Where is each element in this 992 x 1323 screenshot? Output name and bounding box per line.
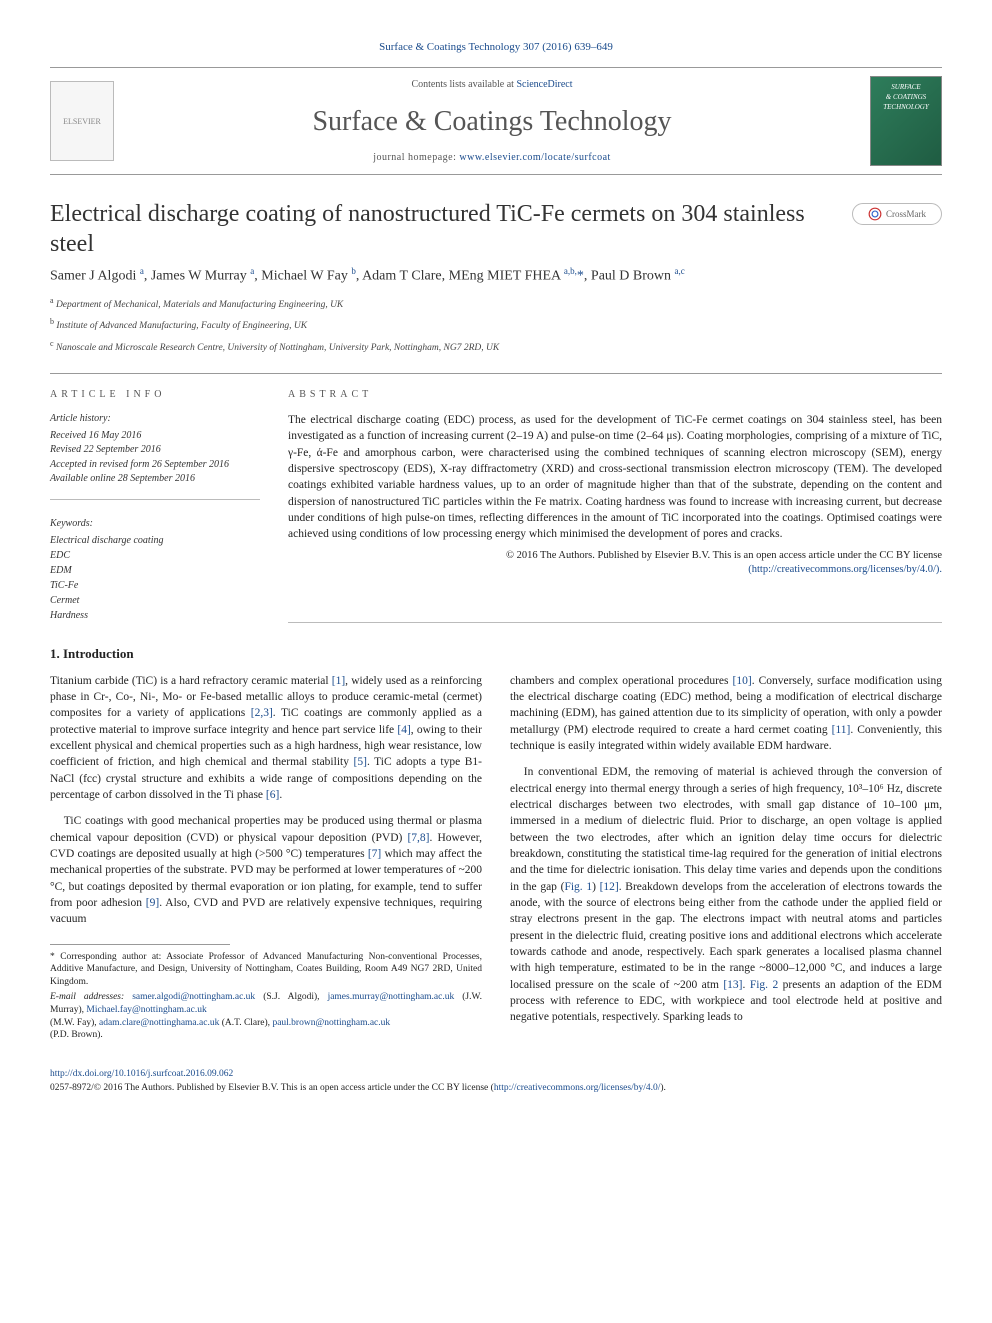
homepage-link[interactable]: www.elsevier.com/locate/surfcoat — [459, 152, 610, 163]
doi-link[interactable]: http://dx.doi.org/10.1016/j.surfcoat.201… — [50, 1069, 233, 1079]
footnote-rule — [50, 944, 230, 945]
journal-title: Surface & Coatings Technology — [130, 102, 854, 141]
journal-homepage: journal homepage: www.elsevier.com/locat… — [130, 151, 854, 165]
article-history: Article history: Received 16 May 2016 Re… — [50, 412, 260, 500]
section-1-title: 1. Introduction — [50, 645, 942, 663]
email-link[interactable]: paul.brown@nottingham.ac.uk — [272, 1018, 390, 1028]
footnotes: * Corresponding author at: Associate Pro… — [50, 951, 482, 1043]
keywords-block: Keywords: Electrical discharge coatingED… — [50, 516, 260, 623]
email-link[interactable]: james.murray@nottingham.ac.uk — [328, 992, 455, 1002]
elsevier-logo: ELSEVIER — [50, 81, 114, 161]
article-info-label: ARTICLE INFO — [50, 388, 260, 402]
email-link[interactable]: adam.clare@nottinghama.ac.uk — [99, 1018, 219, 1028]
divider — [50, 373, 942, 374]
email-addresses: E-mail addresses: samer.algodi@nottingha… — [50, 991, 482, 1042]
cc-link-bottom[interactable]: http://creativecommons.org/licenses/by/4… — [494, 1083, 661, 1093]
affiliation: c Nanoscale and Microscale Research Cent… — [50, 338, 942, 355]
affiliation: b Institute of Advanced Manufacturing, F… — [50, 316, 942, 333]
email-link[interactable]: Michael.fay@nottingham.ac.uk — [86, 1005, 206, 1015]
sciencedirect-link[interactable]: ScienceDirect — [516, 79, 572, 90]
journal-issue-link[interactable]: Surface & Coatings Technology 307 (2016)… — [50, 40, 942, 55]
copyright-line: © 2016 The Authors. Published by Elsevie… — [288, 549, 942, 578]
author-list: Samer J Algodi a, James W Murray a, Mich… — [50, 265, 942, 286]
crossmark-icon — [868, 207, 882, 221]
contents-available: Contents lists available at ScienceDirec… — [130, 78, 854, 92]
cc-license-link[interactable]: (http://creativecommons.org/licenses/by/… — [748, 564, 942, 575]
article-title: Electrical discharge coating of nanostru… — [50, 199, 942, 259]
body-text: Titanium carbide (TiC) is a hard refract… — [50, 673, 942, 1043]
article-footer: http://dx.doi.org/10.1016/j.surfcoat.201… — [50, 1068, 942, 1095]
email-link[interactable]: samer.algodi@nottingham.ac.uk — [132, 992, 255, 1002]
abstract-text: The electrical discharge coating (EDC) p… — [288, 412, 942, 543]
crossmark-badge[interactable]: CrossMark — [852, 203, 942, 225]
journal-header: ELSEVIER Contents lists available at Sci… — [50, 67, 942, 175]
journal-cover-thumb: SURFACE & COATINGS TECHNOLOGY — [870, 76, 942, 166]
corresponding-author-note: * Corresponding author at: Associate Pro… — [50, 951, 482, 989]
affiliation: a Department of Mechanical, Materials an… — [50, 295, 942, 312]
abstract-label: ABSTRACT — [288, 388, 942, 402]
